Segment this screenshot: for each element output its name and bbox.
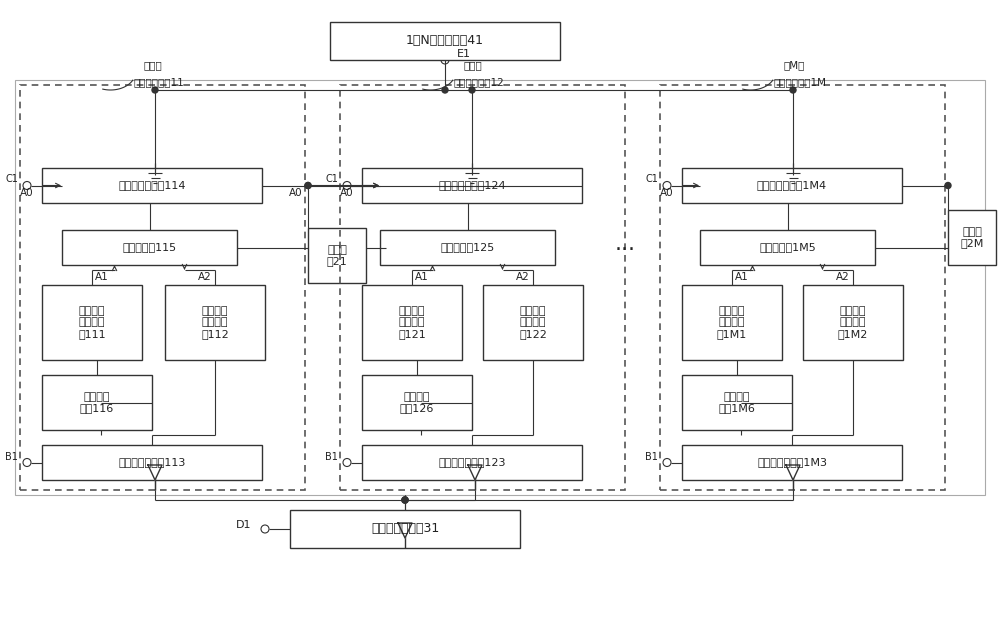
- Text: 选择子模块1M5: 选择子模块1M5: [759, 242, 816, 252]
- Text: D1: D1: [236, 520, 251, 530]
- Bar: [308, 228, 366, 283]
- Text: 选择子模块125: 选择子模块125: [440, 242, 495, 252]
- Polygon shape: [398, 523, 412, 538]
- Circle shape: [945, 183, 951, 188]
- Text: 输入控制子模块113: 输入控制子模块113: [118, 458, 186, 467]
- Text: 输入控制子模块123: 输入控制子模块123: [438, 458, 506, 467]
- Text: B1: B1: [325, 452, 338, 462]
- Text: 第一喷嘴
驱动子模
块1M1: 第一喷嘴 驱动子模 块1M1: [717, 306, 747, 339]
- Bar: [362, 375, 472, 430]
- Text: A0: A0: [289, 188, 303, 198]
- Text: C1: C1: [325, 175, 338, 185]
- Text: A2: A2: [198, 272, 212, 282]
- Polygon shape: [468, 465, 482, 480]
- Text: B1: B1: [5, 452, 18, 462]
- Text: 输出控制子模块1M4: 输出控制子模块1M4: [757, 180, 827, 190]
- Bar: [682, 375, 792, 430]
- Text: 输出控制子模块114: 输出控制子模块114: [118, 180, 186, 190]
- Bar: [42, 445, 262, 480]
- Bar: [948, 210, 996, 265]
- Bar: [803, 285, 903, 360]
- Bar: [682, 445, 902, 480]
- Text: A0: A0: [340, 188, 354, 198]
- Bar: [682, 285, 782, 360]
- Text: 输出控制子模块124: 输出控制子模块124: [438, 180, 506, 190]
- Bar: [42, 285, 142, 360]
- Text: 选择子模块115: 选择子模块115: [122, 242, 177, 252]
- Bar: [20, 85, 305, 490]
- Text: 喷嘴驱动模块1M: 喷嘴驱动模块1M: [774, 77, 826, 87]
- Bar: [42, 375, 152, 430]
- Circle shape: [402, 497, 408, 503]
- Circle shape: [442, 87, 448, 93]
- Text: 1控N开关控制器41: 1控N开关控制器41: [406, 35, 484, 48]
- Circle shape: [402, 497, 408, 503]
- Text: C1: C1: [5, 175, 18, 185]
- Circle shape: [305, 183, 311, 188]
- Text: A0: A0: [660, 188, 674, 198]
- Text: 复用模
块2M: 复用模 块2M: [960, 227, 984, 248]
- Text: A2: A2: [516, 272, 530, 282]
- Text: A1: A1: [415, 272, 429, 282]
- Bar: [362, 445, 582, 480]
- Text: B1: B1: [645, 452, 658, 462]
- Bar: [362, 285, 462, 360]
- Text: 复用模
块21: 复用模 块21: [327, 245, 347, 266]
- Text: 第二喷嘴
驱动子模
块112: 第二喷嘴 驱动子模 块112: [201, 306, 229, 339]
- Text: 第一喷嘴
驱动子模
块111: 第一喷嘴 驱动子模 块111: [78, 306, 106, 339]
- Text: 输入控制子模块1M3: 输入控制子模块1M3: [757, 458, 827, 467]
- Text: 防回流子
模块1M6: 防回流子 模块1M6: [719, 392, 755, 413]
- Bar: [380, 230, 555, 265]
- Bar: [330, 22, 560, 60]
- Text: A0: A0: [20, 188, 34, 198]
- Text: 第二喷嘴
驱动子模
块122: 第二喷嘴 驱动子模 块122: [519, 306, 547, 339]
- Text: 防回流子
模块126: 防回流子 模块126: [400, 392, 434, 413]
- Bar: [165, 285, 265, 360]
- Text: A1: A1: [735, 272, 749, 282]
- Bar: [700, 230, 875, 265]
- Circle shape: [152, 87, 158, 93]
- Text: A2: A2: [836, 272, 850, 282]
- Bar: [362, 168, 582, 203]
- Circle shape: [305, 183, 311, 188]
- Text: 第一级: 第一级: [144, 60, 162, 70]
- Polygon shape: [148, 465, 162, 480]
- Text: 第二喷嘴
驱动子模
块1M2: 第二喷嘴 驱动子模 块1M2: [838, 306, 868, 339]
- Text: A1: A1: [95, 272, 109, 282]
- Text: ···: ···: [614, 240, 636, 260]
- Bar: [682, 168, 902, 203]
- Bar: [660, 85, 945, 490]
- Text: 第M级: 第M级: [784, 60, 805, 70]
- Text: 防回流子
模块116: 防回流子 模块116: [80, 392, 114, 413]
- Circle shape: [402, 497, 408, 503]
- Bar: [15, 80, 985, 495]
- Text: 第一喷嘴
驱动子模
块121: 第一喷嘴 驱动子模 块121: [398, 306, 426, 339]
- Text: 第二级: 第二级: [464, 60, 482, 70]
- Circle shape: [790, 87, 796, 93]
- Text: 输入总控制模块31: 输入总控制模块31: [371, 522, 439, 536]
- Text: 喷嘴驱动模块11: 喷嘴驱动模块11: [134, 77, 184, 87]
- Bar: [483, 285, 583, 360]
- Circle shape: [469, 87, 475, 93]
- Text: 喷嘴驱动模块12: 喷嘴驱动模块12: [454, 77, 504, 87]
- Bar: [62, 230, 237, 265]
- Text: C1: C1: [645, 175, 658, 185]
- Bar: [290, 510, 520, 548]
- Polygon shape: [786, 465, 800, 480]
- Bar: [42, 168, 262, 203]
- Text: E1: E1: [457, 49, 471, 59]
- Bar: [340, 85, 625, 490]
